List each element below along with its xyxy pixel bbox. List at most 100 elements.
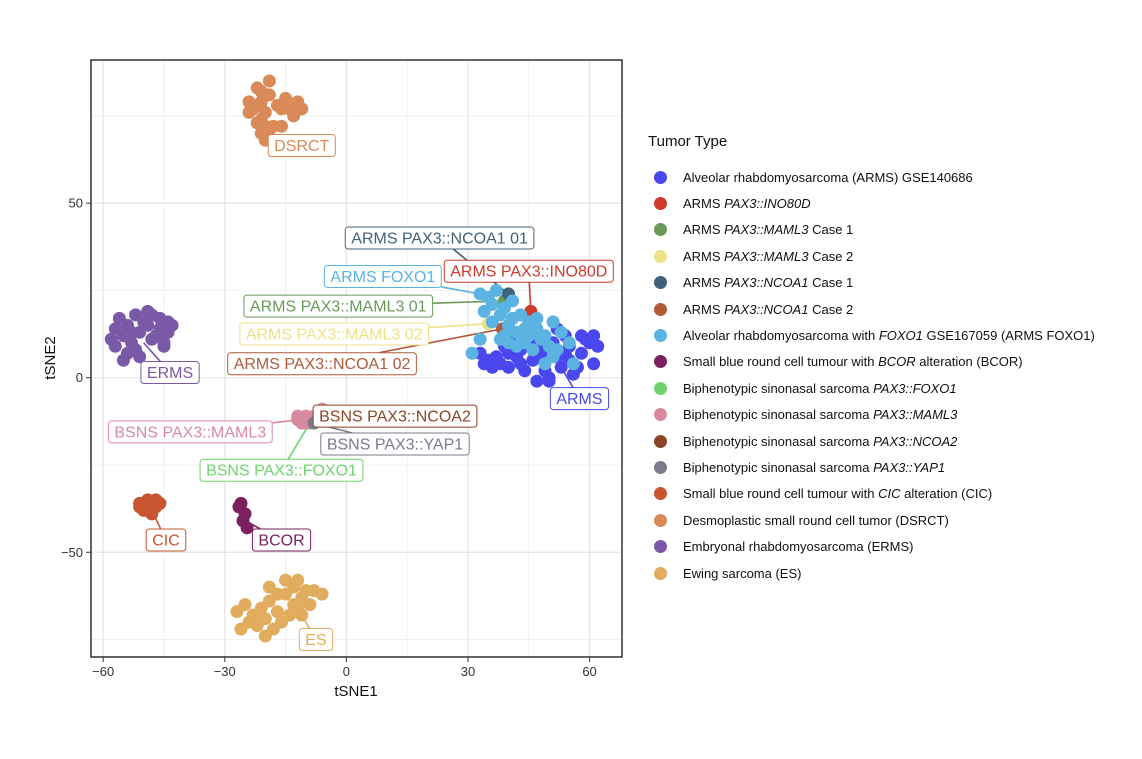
data-point	[506, 294, 520, 308]
legend-label-part: alteration (BCOR)	[915, 354, 1023, 370]
legend-label: Small blue round cell tumour with BCOR a…	[683, 354, 1023, 369]
data-point	[279, 91, 293, 105]
legend-marker	[654, 381, 667, 395]
data-point	[489, 283, 503, 297]
y-tick-label: −50	[61, 545, 83, 560]
label-connector	[378, 328, 503, 354]
axes: −60 −30 0 30 60 −50 0 50	[61, 196, 597, 679]
legend-label-part: CIC	[878, 486, 901, 502]
data-point	[295, 608, 309, 622]
data-point	[262, 123, 276, 137]
cluster-label-box	[251, 528, 312, 552]
legend-label: ARMS PAX3::MAML3 Case 1	[683, 222, 853, 237]
cluster-label-text: ARMS PAX3::NCOA1 01	[351, 231, 528, 248]
legend-marker	[654, 197, 667, 211]
cluster-label: BCOR	[251, 528, 312, 552]
legend-label-part: alteration (CIC)	[900, 486, 993, 502]
legend-label-part: PAX3::MAML3	[873, 407, 958, 423]
cluster-label: ARMS FOXO1	[323, 264, 442, 288]
legend-label-part: GSE167059 (ARMS FOXO1)	[922, 328, 1095, 344]
legend-items: Alveolar rhabdomyosarcoma (ARMS) GSE1406…	[648, 164, 1138, 586]
data-point	[587, 357, 601, 371]
cluster-label-text: ARMS FOXO1	[330, 269, 435, 286]
legend-label-part: Case 2	[808, 248, 854, 264]
data-point	[112, 311, 126, 325]
legend-label-part: PAX3::NCOA2	[873, 433, 958, 449]
legend-label: ARMS PAX3::NCOA1 Case 1	[683, 275, 853, 290]
data-point	[270, 587, 284, 601]
legend-label-part: Small blue round cell tumour with	[683, 354, 879, 370]
legend-item: Small blue round cell tumour with BCOR a…	[648, 349, 1138, 375]
legend-marker	[654, 540, 667, 554]
legend-marker	[654, 460, 667, 474]
data-point	[133, 350, 147, 364]
legend-label-part: Biphenotypic sinonasal sarcoma	[683, 407, 874, 423]
data-point	[303, 598, 317, 612]
legend-marker	[654, 566, 667, 580]
legend-item: Alveolar rhabdomyosarcoma (ARMS) GSE1406…	[648, 164, 1138, 190]
data-point	[240, 521, 254, 535]
legend-label-part: ARMS	[683, 275, 725, 291]
cluster-label-box	[140, 360, 200, 384]
y-tick-label: 50	[69, 196, 83, 211]
cluster-label: ARMS PAX3::MAML3 01	[243, 294, 434, 318]
data-point	[526, 343, 540, 357]
data-point	[254, 112, 268, 126]
legend-label-part: FOXO1	[878, 328, 923, 344]
label-connector	[428, 322, 489, 329]
data-point	[145, 332, 159, 346]
data-point	[493, 357, 507, 371]
y-axis-title: tSNE2	[42, 336, 59, 379]
legend-label-part: Small blue round cell tumour with	[683, 486, 879, 502]
legend-label-part: PAX3::NCOA1	[724, 301, 809, 317]
legend-marker	[654, 329, 667, 343]
cluster-label-box	[239, 322, 430, 346]
cluster-label-text: ARMS PAX3::NCOA1 02	[234, 356, 411, 373]
legend-label-part: Case 1	[808, 275, 854, 291]
cluster-label-box	[549, 387, 610, 411]
data-point	[514, 329, 528, 343]
data-point	[538, 357, 552, 371]
data-point	[141, 304, 155, 318]
cluster-label-text: CIC	[152, 533, 180, 550]
data-point	[574, 346, 588, 360]
cluster-label: CIC	[145, 528, 187, 552]
cluster-label-text: ARMS PAX3::MAML3 02	[246, 327, 423, 344]
cluster-label-text: BCOR	[258, 533, 304, 550]
cluster-label: BSNS PAX3::MAML3	[107, 420, 273, 444]
legend-marker	[654, 513, 667, 527]
data-point	[129, 308, 143, 322]
data-point	[562, 336, 576, 350]
cluster-label-box	[107, 420, 273, 444]
legend-marker	[654, 170, 667, 184]
data-point	[258, 629, 272, 643]
data-point	[502, 336, 516, 350]
data-point	[157, 339, 171, 353]
data-point	[275, 119, 289, 133]
data-point	[108, 339, 122, 353]
x-tick-label: 30	[461, 664, 475, 679]
data-point	[242, 105, 256, 119]
cluster-label-box	[344, 226, 535, 250]
legend-label-part: Biphenotypic sinonasal sarcoma	[683, 380, 874, 396]
legend-label-part: ARMS	[683, 222, 725, 238]
legend-item: Biphenotypic sinonasal sarcoma PAX3::YAP…	[648, 454, 1138, 480]
legend-label: ARMS PAX3::INO80D	[683, 196, 811, 211]
data-point	[566, 357, 580, 371]
data-point	[234, 622, 248, 636]
data-point	[295, 102, 309, 116]
data-point	[165, 318, 179, 332]
plot-frame	[90, 59, 623, 658]
data-point	[133, 500, 147, 514]
legend-label-part: PAX3::INO80D	[724, 196, 811, 212]
y-tick-label: 0	[76, 370, 83, 385]
x-tick-label: −30	[214, 664, 236, 679]
cluster-label-box	[312, 404, 478, 428]
cluster-label-box	[298, 628, 334, 652]
cluster-label-text: ERMS	[147, 365, 193, 382]
cluster-label: DSRCT	[267, 134, 336, 158]
legend: Tumor Type Alveolar rhabdomyosarcoma (AR…	[648, 133, 1138, 586]
data-point	[262, 74, 276, 88]
